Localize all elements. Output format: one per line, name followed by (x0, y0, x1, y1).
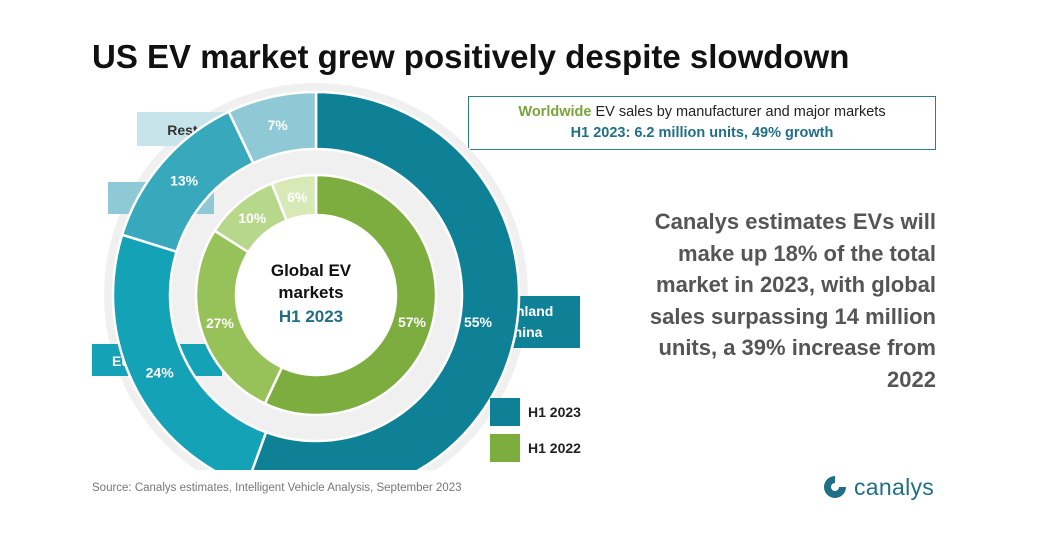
inner-label-us: 10% (238, 210, 267, 226)
info-worldwide: Worldwide (518, 104, 592, 120)
info-line-1: Worldwide EV sales by manufacturer and m… (469, 102, 935, 123)
legend-label-h1-2023: H1 2023 (528, 404, 581, 420)
inner-label-europe: 27% (206, 315, 235, 331)
outer-label-rest-of-the-world: 7% (267, 117, 288, 133)
outer-label-mainland-china: 55% (464, 314, 493, 330)
canalys-logo-icon (824, 476, 846, 498)
chart-center-subtitle: H1 2023 (279, 307, 343, 326)
donut-chart: MainlandChinaEuropeUSRest of the world G… (92, 83, 581, 470)
outer-slice-rest-of-the-world (227, 90, 318, 165)
callout-text: Canalys estimates EVs will make up 18% o… (649, 209, 936, 392)
outer-label-europe: 24% (146, 364, 175, 380)
legend-swatch-h1-2022 (490, 434, 520, 462)
info-line-2: H1 2023: 6.2 million units, 49% growth (570, 125, 834, 141)
source-note: Source: Canalys estimates, Intelligent V… (92, 482, 462, 494)
canalys-logo-text: canalys (854, 473, 935, 500)
page-title: US EV market grew positively despite slo… (92, 38, 850, 75)
outer-slice-mainland-china (250, 90, 521, 470)
info-box: Worldwide EV sales by manufacturer and m… (468, 96, 936, 150)
chart-center (236, 215, 396, 375)
chart-legend: H1 2023 H1 2022 (490, 398, 581, 462)
info-description: EV sales by manufacturer and major marke… (595, 104, 886, 120)
chart-center-title-line1: Global EV (271, 261, 352, 280)
chart-center-title-line2: markets (278, 283, 343, 302)
inner-label-mainland-china: 57% (398, 314, 427, 330)
outer-ring-h1-2023 (111, 90, 521, 470)
canalys-logo: canalys (822, 472, 934, 502)
legend-label-h1-2022: H1 2022 (528, 440, 581, 456)
outer-label-us: 13% (170, 173, 199, 189)
inner-label-rest-of-the-world: 6% (287, 189, 308, 205)
percentage-labels: 55% 24% 13% 7% 57% 27% 10% 6% (146, 117, 493, 381)
legend-swatch-h1-2023 (490, 398, 520, 426)
